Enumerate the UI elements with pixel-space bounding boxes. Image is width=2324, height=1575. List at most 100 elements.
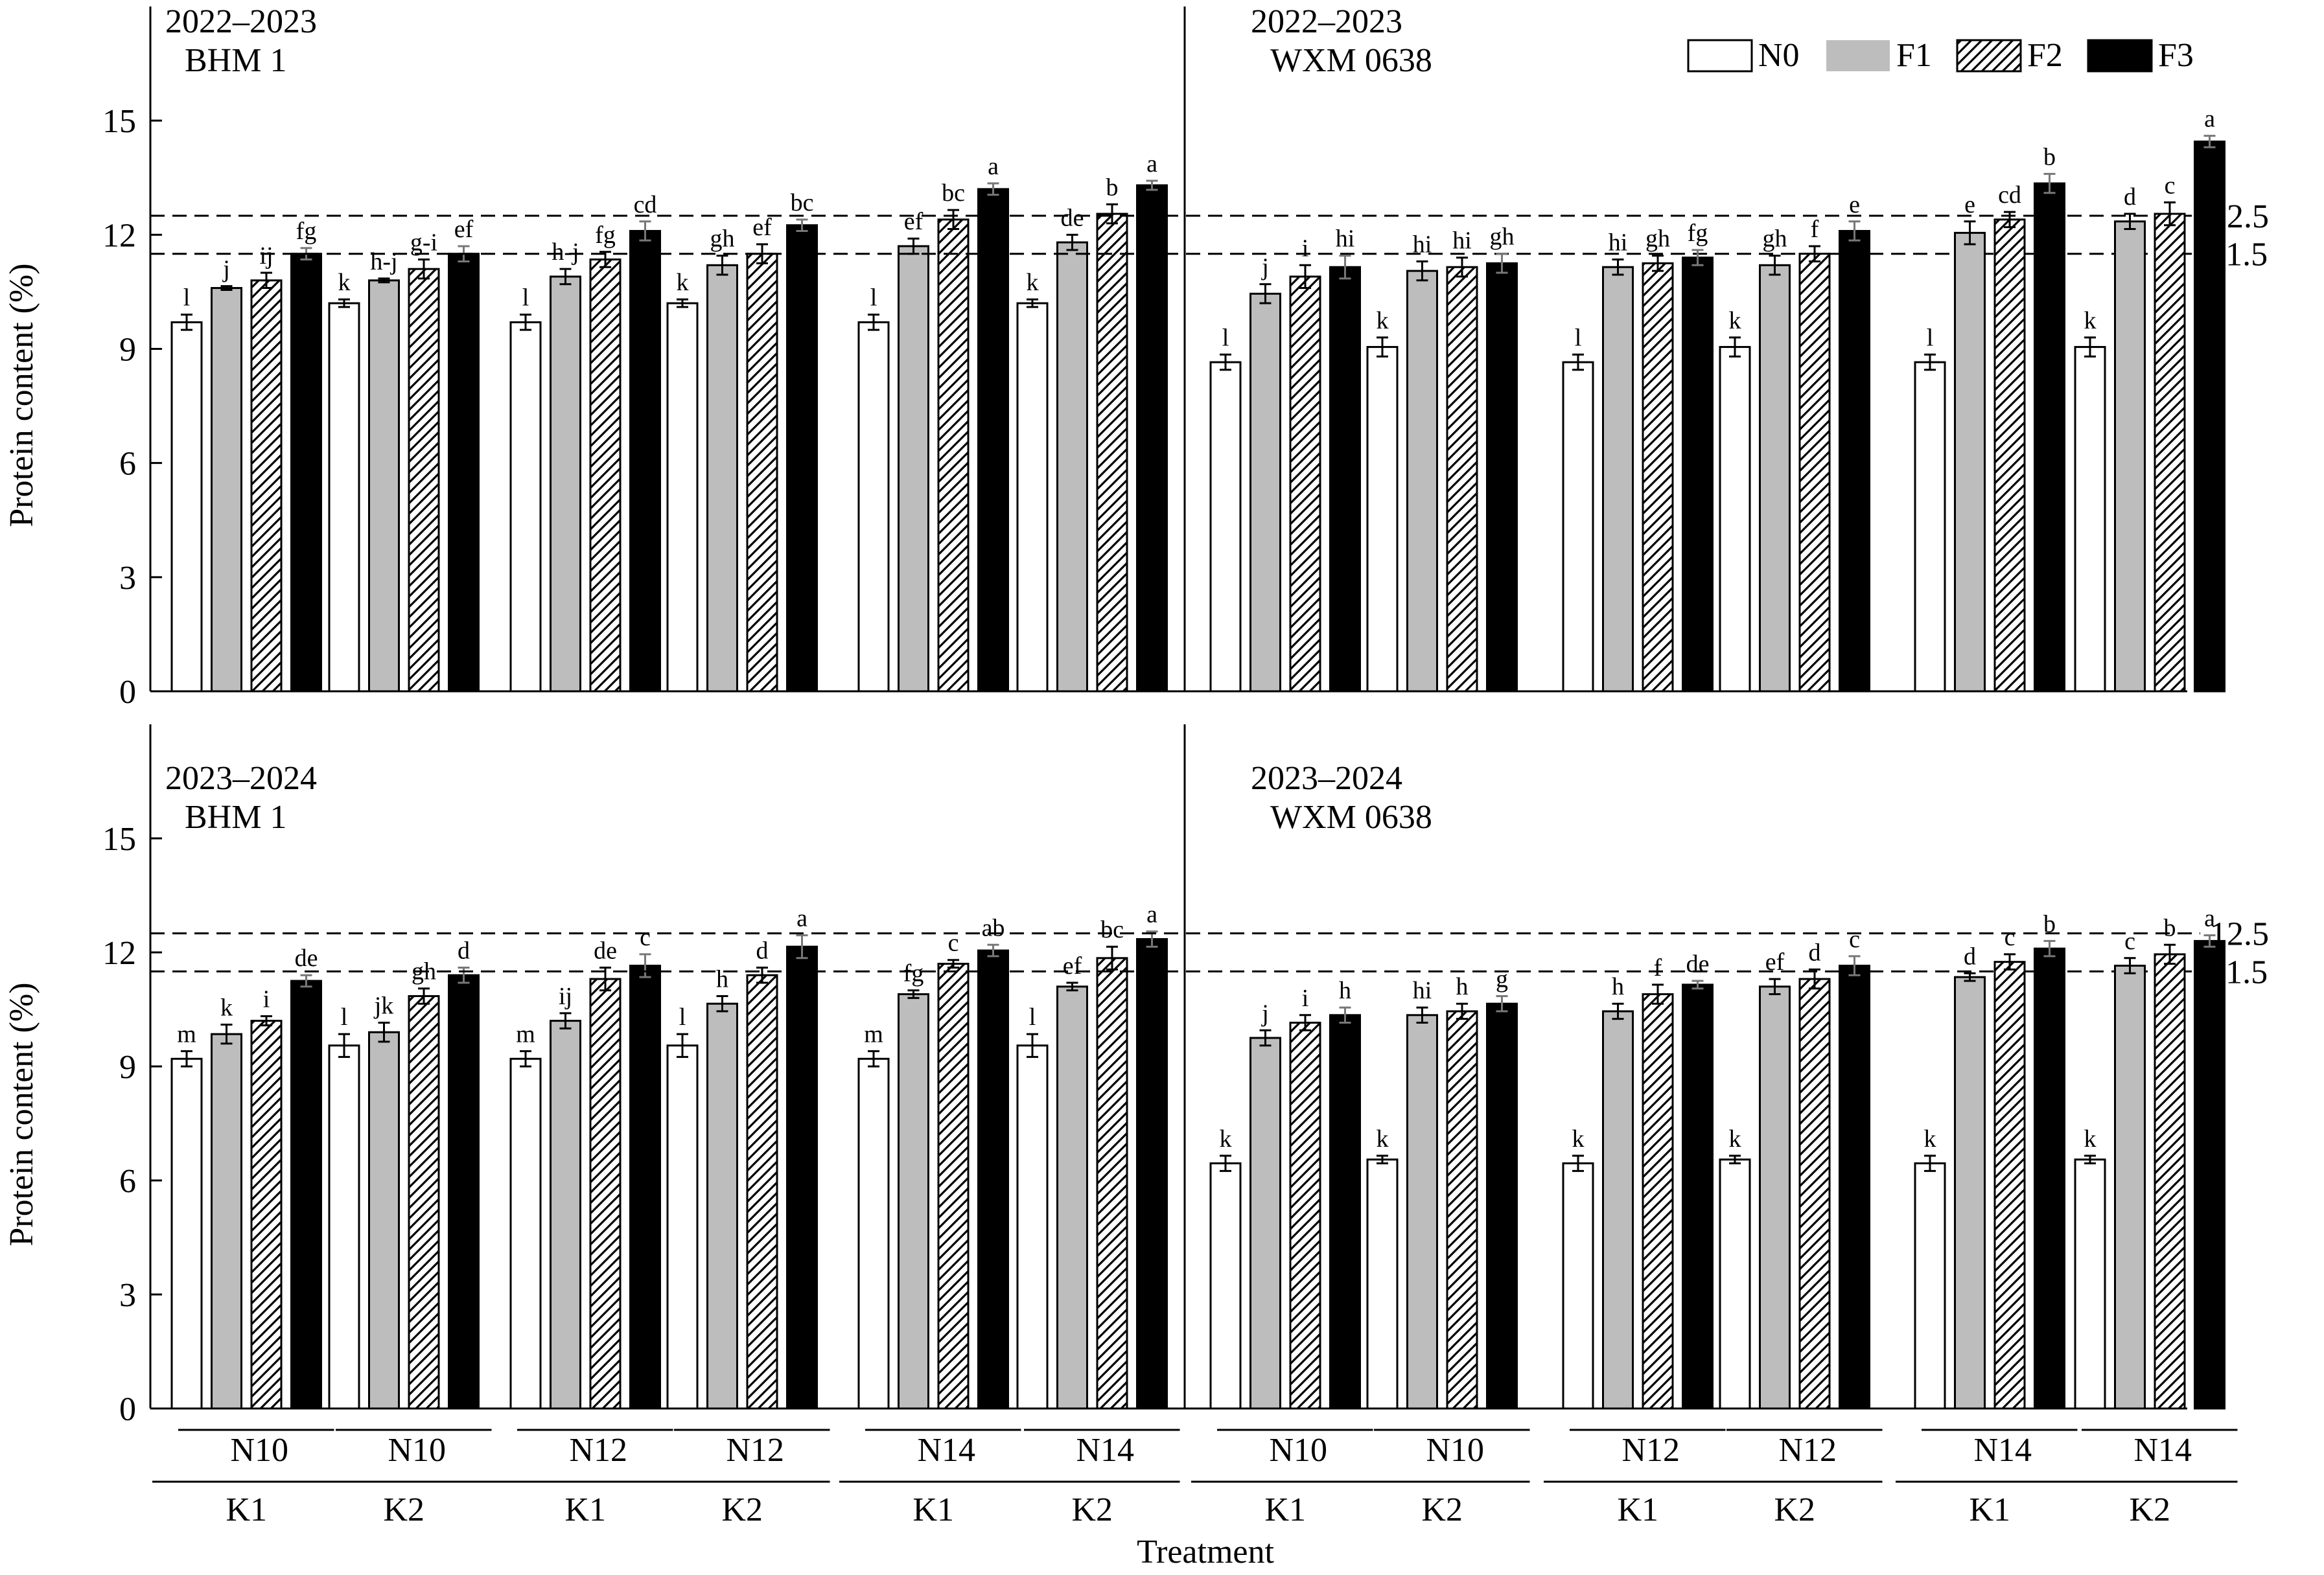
significance-letter: g <box>1496 965 1508 993</box>
bar <box>1406 270 1438 693</box>
significance-letter: a <box>2204 106 2215 133</box>
bar <box>1136 937 1168 1410</box>
y-axis-label-top: Protein content (%) <box>3 263 40 527</box>
n-level-label: N12 <box>569 1432 627 1469</box>
bar <box>211 287 242 693</box>
significance-letter: j <box>222 256 230 283</box>
significance-letter: h <box>1456 973 1469 1000</box>
significance-letter: k <box>1220 1125 1232 1153</box>
bar <box>786 945 818 1410</box>
bar <box>408 994 440 1410</box>
significance-letter: l <box>183 284 191 312</box>
significance-letter: gh <box>1490 224 1515 251</box>
bar <box>1329 266 1361 693</box>
significance-letter: c <box>2165 172 2176 199</box>
bar <box>2194 939 2225 1410</box>
significance-letter: k <box>1729 1125 1741 1153</box>
significance-letter: ef <box>1765 948 1785 976</box>
k-level-label: K2 <box>2129 1491 2170 1528</box>
significance-letter: m <box>516 1021 535 1048</box>
significance-letter: hi <box>1413 231 1432 258</box>
y-tick-label: 9 <box>119 1049 136 1086</box>
significance-letter: d <box>458 937 470 964</box>
bar <box>666 302 699 693</box>
bar <box>2114 220 2146 693</box>
k-level-label: K2 <box>721 1491 763 1528</box>
y-tick-label: 6 <box>119 1163 136 1200</box>
significance-letter: l <box>1222 324 1229 351</box>
bar <box>589 259 622 693</box>
bar <box>786 224 818 693</box>
bar <box>1993 218 2026 693</box>
significance-letter: ef <box>1063 952 1082 980</box>
bar <box>1682 983 1714 1410</box>
bar <box>211 1033 242 1410</box>
x-axis-title: Treatment <box>1137 1534 1274 1570</box>
bar <box>898 245 929 693</box>
significance-letter: a <box>2204 905 2215 932</box>
significance-letter: d <box>756 937 769 964</box>
panel-season: 2022–2023 <box>165 3 317 40</box>
bar <box>1759 264 1791 693</box>
bar <box>448 974 480 1410</box>
panel-season: 2023–2024 <box>1251 760 1402 797</box>
bar <box>250 1020 283 1410</box>
significance-letter: k <box>1572 1125 1585 1153</box>
significance-letter: f <box>1654 954 1662 982</box>
x-axis-treatment-labels: N10 K1 N10 K2 N12 K1 N12 K2 N14 K1 N14 K2 N10 K1 N10 K2… <box>152 1429 2238 1528</box>
bar <box>509 321 542 693</box>
significance-letter: i <box>1302 985 1309 1012</box>
bar <box>1914 361 1946 693</box>
significance-letter: bc <box>1100 916 1124 943</box>
significance-letter: gh <box>1645 225 1670 253</box>
bar <box>977 949 1009 1410</box>
significance-letter: k <box>677 269 689 296</box>
y-tick-label: 0 <box>119 674 136 711</box>
significance-letter: j <box>1261 254 1269 281</box>
significance-letter: b <box>2043 910 2056 937</box>
significance-letter: c <box>2004 924 2016 951</box>
bar <box>1486 1002 1518 1410</box>
significance-letter: h <box>1612 973 1624 1000</box>
bar <box>937 963 970 1410</box>
k-level-label: K1 <box>564 1491 606 1528</box>
legend-swatch-F1 <box>1826 40 1890 71</box>
panel-cultivar: BHM 1 <box>185 799 286 836</box>
legend-label-F1: F1 <box>1896 37 1932 74</box>
significance-letter: gh <box>710 225 735 253</box>
bar <box>1682 257 1714 693</box>
significance-letter: l <box>870 284 877 312</box>
n-level-label: N10 <box>230 1432 288 1469</box>
bar <box>368 1031 400 1410</box>
bar <box>1016 1044 1049 1410</box>
k-level-label: K2 <box>383 1491 424 1528</box>
significance-letter: l <box>679 1004 686 1031</box>
bar <box>589 978 622 1410</box>
significance-letter: d <box>2124 183 2136 211</box>
significance-letter: a <box>988 153 999 180</box>
significance-letter: ef <box>454 216 474 243</box>
significance-letter: e <box>1849 191 1860 218</box>
significance-letter: ij <box>559 983 572 1010</box>
significance-letter: f <box>1811 216 1819 243</box>
bar <box>328 302 360 693</box>
significance-letter: fg <box>296 218 317 245</box>
significance-letter: b <box>2043 143 2056 170</box>
bar <box>1366 1158 1399 1410</box>
significance-letter: l <box>1029 1004 1036 1031</box>
significance-letter: cd <box>1998 181 2021 209</box>
bar <box>1016 302 1049 693</box>
significance-letter: i <box>263 986 270 1013</box>
bar <box>629 965 661 1410</box>
bar <box>2194 140 2225 693</box>
bar <box>2074 346 2106 693</box>
significance-letter: ab <box>982 914 1005 941</box>
significance-letter: i <box>1302 235 1309 262</box>
significance-letter: l <box>522 284 529 312</box>
bar <box>170 1057 203 1410</box>
panel-cultivar: WXM 0638 <box>1270 42 1432 79</box>
